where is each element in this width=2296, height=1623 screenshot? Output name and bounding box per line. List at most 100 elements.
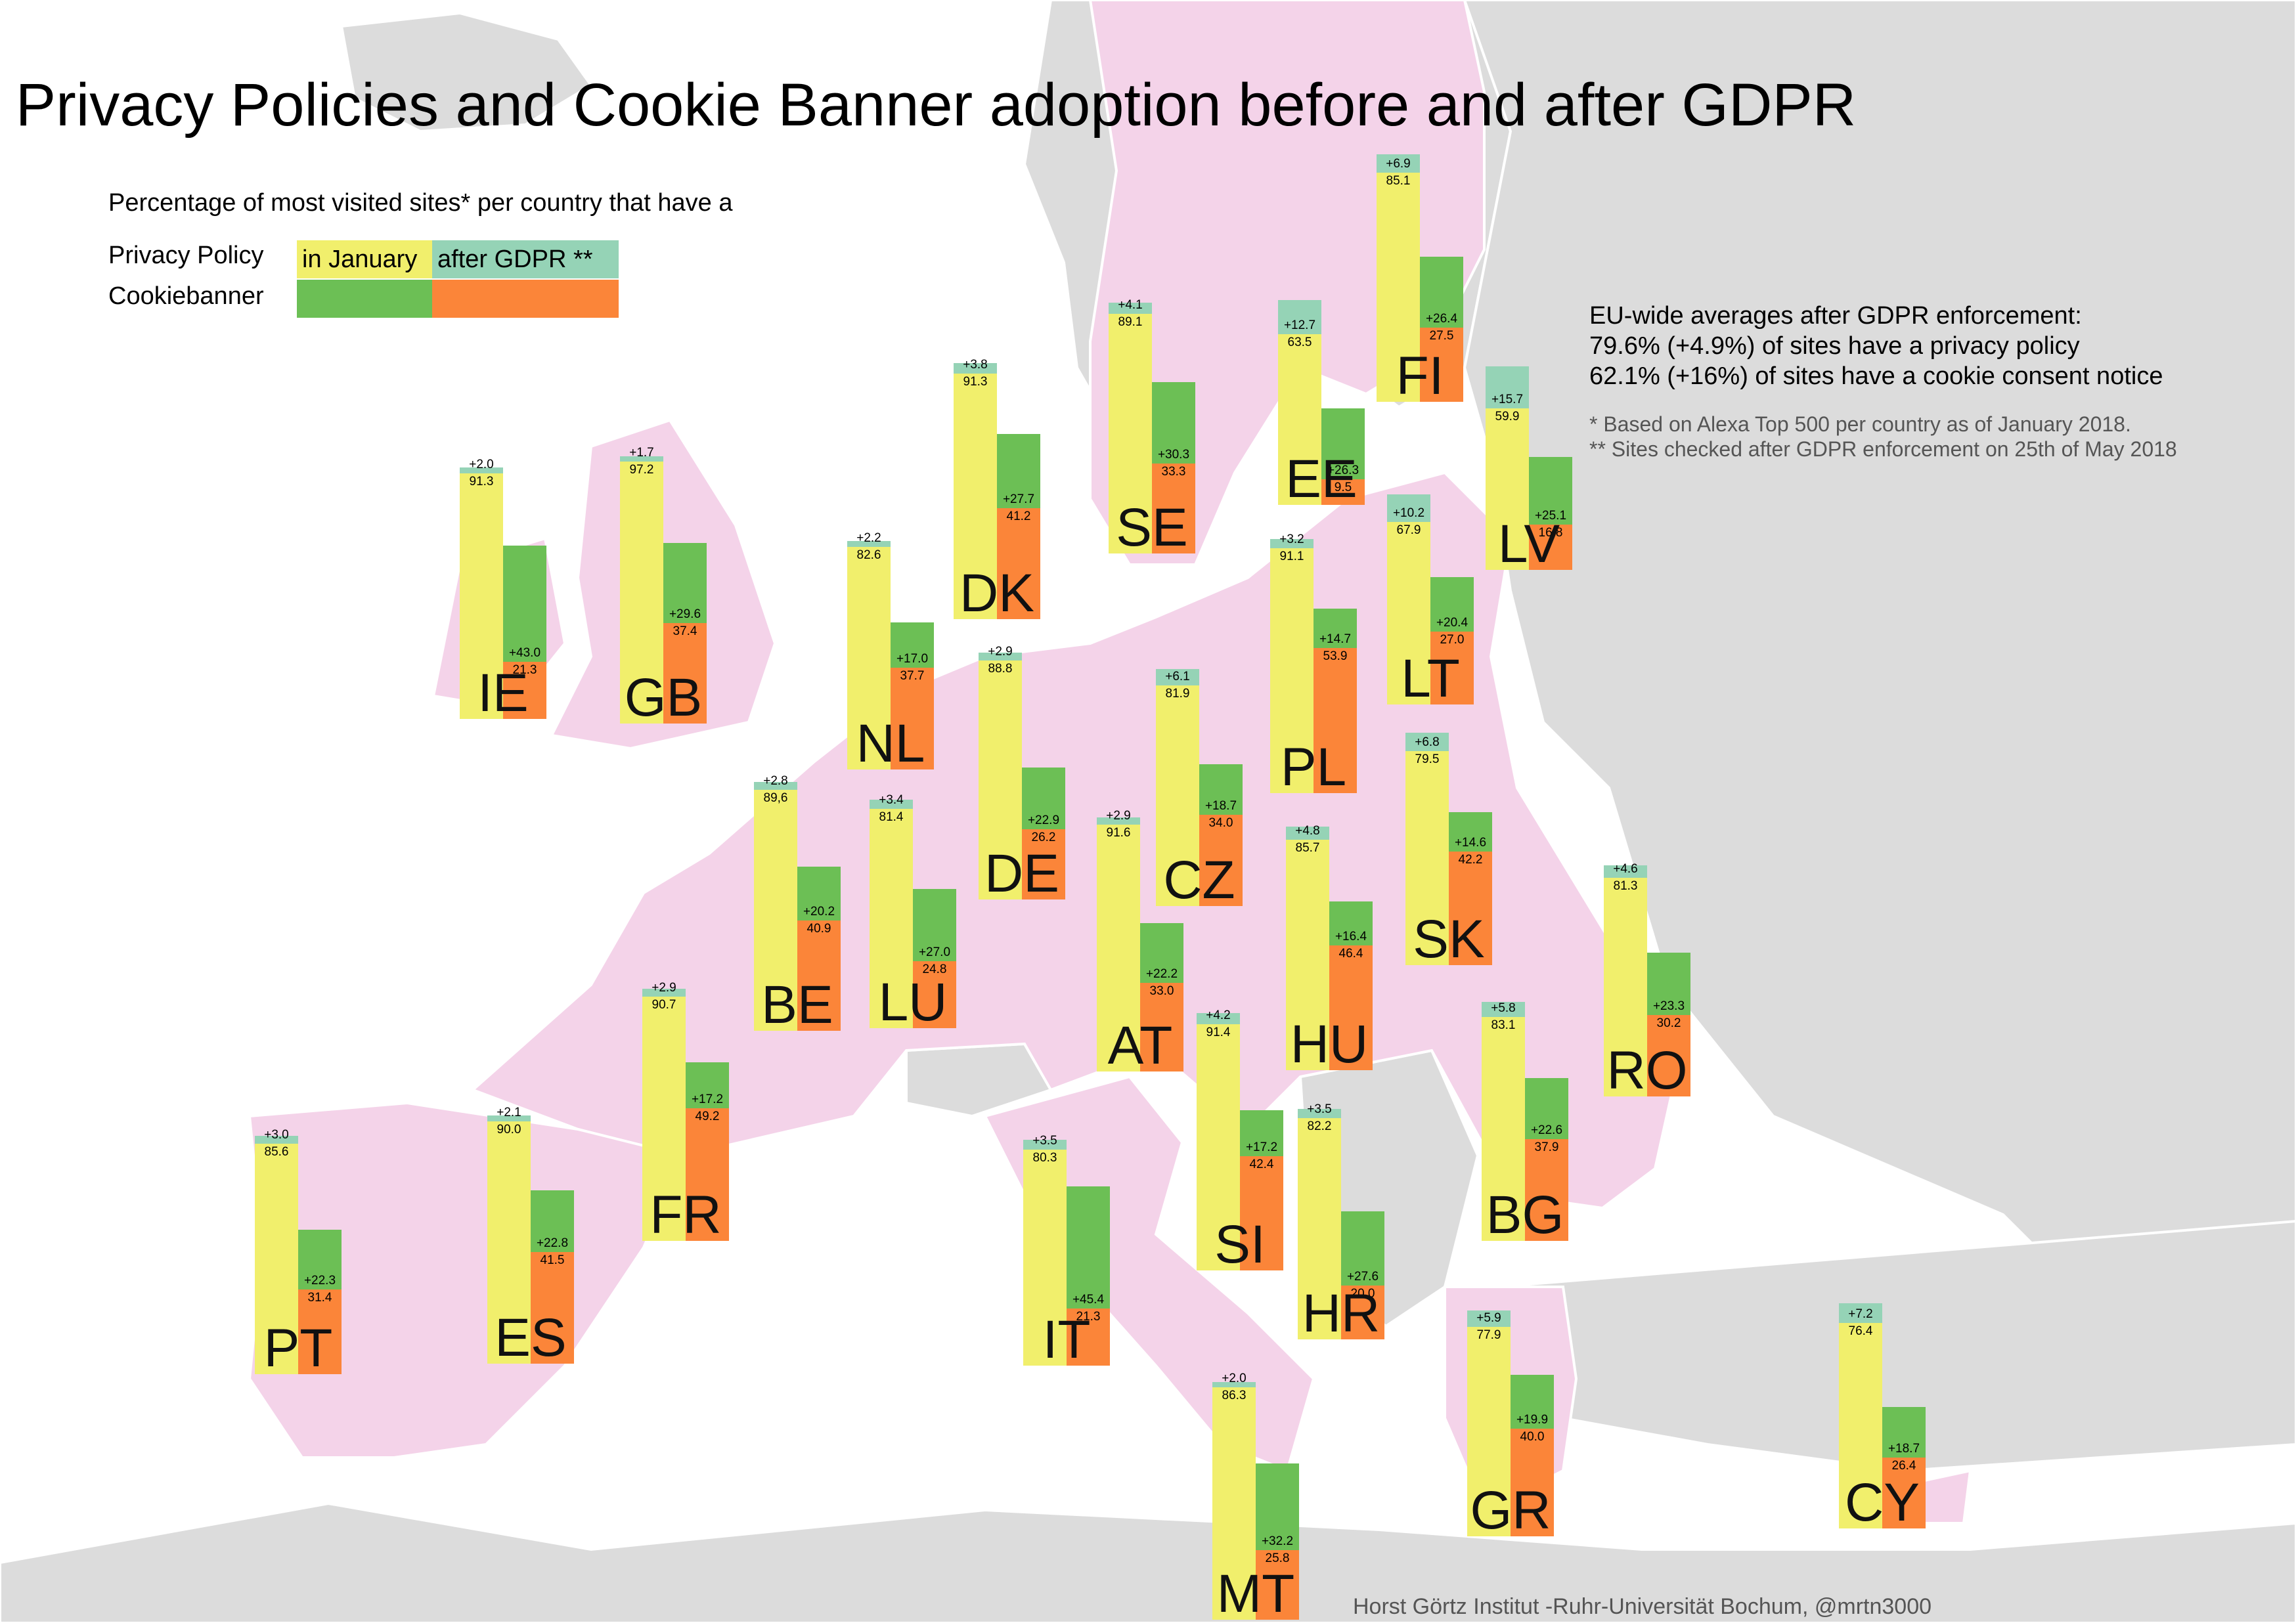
privacy-january-bar: [460, 473, 503, 719]
privacy-after-bar: [1604, 865, 1647, 878]
privacy-delta-label: +2.9: [1106, 809, 1131, 823]
cookie-delta-label: +32.2: [1261, 1534, 1294, 1549]
privacy-column: +2.9 91.6: [1097, 809, 1140, 1071]
cookie-column: +18.7 34.0: [1199, 764, 1243, 906]
privacy-after-bar: [620, 456, 663, 462]
cookie-january-bar: [1152, 464, 1195, 553]
cookie-january-bar: [1314, 648, 1357, 793]
privacy-january-bar: [1278, 334, 1321, 505]
privacy-after-bar: [255, 1135, 298, 1144]
country-code-label: NL: [856, 714, 925, 773]
privacy-after-bar: [870, 800, 913, 810]
cookie-january-bar: [531, 1251, 574, 1364]
privacy-january-label: 63.5: [1287, 335, 1312, 349]
summary-cookie-line: 62.1% (+16%) of sites have a cookie cons…: [1589, 362, 2163, 390]
cookie-january-bar: [1511, 1429, 1554, 1536]
cookie-delta-label: +20.4: [1436, 616, 1468, 630]
privacy-delta-label: +4.2: [1206, 1008, 1231, 1023]
privacy-after-bar: [1197, 1013, 1240, 1025]
privacy-january-bar: [255, 1144, 298, 1374]
privacy-delta-label: +15.7: [1491, 393, 1524, 407]
cookie-column: +14.7 53.9: [1314, 608, 1357, 793]
privacy-column: +10.2 67.9: [1387, 494, 1430, 704]
privacy-delta-label: +2.0: [1222, 1372, 1247, 1386]
privacy-january-bar: [1377, 173, 1420, 402]
cookie-january-label: 46.4: [1338, 946, 1363, 961]
privacy-delta-label: +3.8: [963, 357, 988, 372]
privacy-column: +6.8 79.5: [1405, 733, 1449, 965]
privacy-column: +6.1 81.9: [1156, 669, 1199, 906]
privacy-january-label: 81.4: [879, 810, 904, 825]
privacy-january-label: 86.3: [1222, 1389, 1247, 1403]
privacy-column: +3.8 91.3: [954, 358, 997, 619]
country-code-label: LV: [1497, 514, 1560, 574]
cookie-january-label: 42.2: [1458, 852, 1483, 867]
cookie-column: +29.6 37.4: [663, 543, 707, 724]
privacy-delta-label: +4.6: [1613, 861, 1638, 876]
cookie-january-label: 20.0: [1350, 1287, 1375, 1301]
cookie-delta-label: +22.2: [1145, 966, 1178, 981]
cookie-january-label: 41.2: [1006, 509, 1031, 524]
cookie-column: +17.2 42.4: [1240, 1110, 1283, 1270]
iberia-land: [248, 1101, 685, 1459]
country-code-label: FR: [650, 1185, 722, 1245]
privacy-delta-label: +6.1: [1165, 670, 1190, 684]
cookie-january-bar: [1067, 1308, 1110, 1366]
cookie-after-bar: [1882, 1407, 1926, 1458]
country-code-label: AT: [1107, 1016, 1173, 1075]
cookie-january-label: 26.2: [1031, 830, 1056, 844]
privacy-january-bar: [847, 547, 891, 769]
country-code-label: SE: [1116, 498, 1188, 557]
privacy-after-bar: [642, 989, 686, 997]
legend-cookie-label: Cookiebanner: [108, 282, 264, 310]
privacy-january-bar: [1212, 1387, 1256, 1620]
summary-heading: EU-wide averages after GDPR enforcement:: [1589, 302, 2082, 330]
privacy-after-bar: [1097, 817, 1140, 825]
privacy-column: +4.2 91.4: [1197, 1008, 1240, 1270]
country-code-label: ES: [495, 1308, 567, 1368]
cookie-delta-label: +17.2: [1245, 1140, 1278, 1155]
cookie-column: +22.3 31.4: [298, 1229, 342, 1374]
privacy-column: +6.9 85.1: [1377, 154, 1420, 402]
cookie-january-bar: [1140, 982, 1183, 1071]
cookie-delta-label: +17.0: [896, 652, 929, 666]
privacy-delta-label: +5.9: [1476, 1310, 1501, 1325]
cookie-january-bar: [1199, 814, 1243, 906]
privacy-january-bar: [1467, 1326, 1511, 1536]
cookie-january-label: 41.5: [540, 1253, 565, 1267]
privacy-column: +2.2 82.6: [847, 531, 891, 769]
privacy-column: +2.9 90.7: [642, 981, 686, 1241]
cookie-january-bar: [1341, 1286, 1384, 1339]
cookie-after-bar: [997, 433, 1040, 509]
privacy-january-label: 82.2: [1307, 1119, 1332, 1133]
cookie-january-label: 42.4: [1249, 1158, 1274, 1172]
cookie-delta-label: +27.7: [1002, 492, 1035, 507]
cookie-january-bar: [891, 668, 934, 769]
cookie-delta-label: +18.7: [1888, 1441, 1920, 1456]
cookie-delta-label: +14.7: [1319, 632, 1352, 647]
cookie-after-bar: [1449, 812, 1492, 852]
cookie-january-label: 16.8: [1538, 526, 1563, 540]
cookie-column: +27.7 41.2: [997, 433, 1040, 619]
privacy-january-label: 91.3: [469, 474, 494, 488]
cookie-january-bar: [997, 508, 1040, 619]
privacy-column: +1.7 97.2: [620, 446, 663, 724]
cookie-column: +27.0 24.8: [913, 888, 956, 1028]
legend-cookie-january-swatch: [297, 280, 432, 318]
privacy-january-bar: [1156, 685, 1199, 906]
legend-privacy-january-swatch: in January: [297, 240, 432, 278]
cookie-after-bar: [298, 1229, 342, 1290]
privacy-january-bar: [979, 660, 1022, 899]
cookie-after-bar: [1329, 901, 1373, 945]
privacy-column: +2.1 90.0: [487, 1106, 531, 1364]
page-title: Privacy Policies and Cookie Banner adopt…: [15, 72, 1857, 139]
privacy-january-label: 80.3: [1032, 1150, 1057, 1165]
privacy-after-bar: [954, 363, 997, 374]
cookie-column: +14.6 42.2: [1449, 812, 1492, 965]
privacy-january-label: 83.1: [1491, 1018, 1516, 1033]
privacy-delta-label: +6.9: [1386, 157, 1411, 171]
cookie-column: +17.2 49.2: [686, 1062, 729, 1241]
cookie-january-bar: [1420, 328, 1463, 402]
cookie-january-label: 30.2: [1656, 1016, 1681, 1031]
privacy-column: +15.7 59.9: [1486, 366, 1529, 570]
